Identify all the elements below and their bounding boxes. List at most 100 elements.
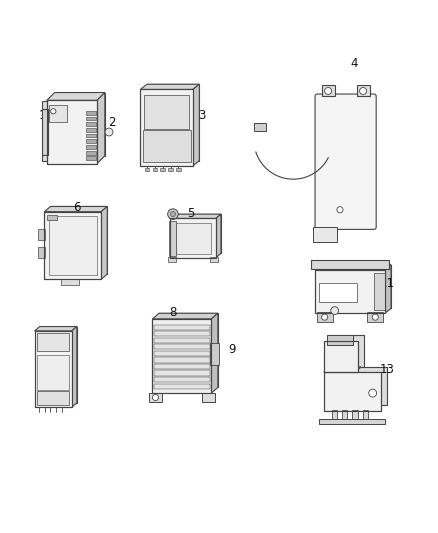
Bar <box>170 221 177 256</box>
Text: 2: 2 <box>108 116 116 129</box>
Bar <box>154 357 210 362</box>
Polygon shape <box>324 367 361 372</box>
Text: 3: 3 <box>198 109 205 123</box>
Circle shape <box>152 394 159 400</box>
Bar <box>170 219 216 258</box>
Bar <box>144 95 189 130</box>
Polygon shape <box>175 214 221 253</box>
Circle shape <box>51 109 56 114</box>
Text: 7: 7 <box>34 343 42 356</box>
Text: 1: 1 <box>39 109 46 123</box>
Bar <box>154 338 210 343</box>
Circle shape <box>321 314 328 320</box>
Bar <box>86 151 95 155</box>
Polygon shape <box>315 265 391 270</box>
Bar <box>44 212 101 279</box>
FancyBboxPatch shape <box>315 94 376 229</box>
Bar <box>313 227 337 243</box>
Circle shape <box>168 209 178 220</box>
Bar <box>86 122 95 126</box>
Bar <box>317 312 332 322</box>
Polygon shape <box>72 327 77 407</box>
Circle shape <box>105 128 113 136</box>
Bar <box>357 85 370 96</box>
Polygon shape <box>50 206 107 274</box>
Text: 8: 8 <box>170 306 177 319</box>
Bar <box>311 260 389 269</box>
Bar <box>154 344 210 350</box>
Bar <box>168 167 173 171</box>
Bar <box>202 393 215 402</box>
Bar <box>374 273 385 310</box>
Bar <box>42 109 48 155</box>
Bar <box>42 101 47 109</box>
Bar <box>38 247 45 258</box>
Bar <box>143 130 191 163</box>
Bar <box>154 370 210 376</box>
Text: 11: 11 <box>380 278 395 290</box>
Bar <box>141 90 193 166</box>
Bar <box>321 85 335 96</box>
Bar <box>176 167 180 171</box>
Bar <box>327 335 353 345</box>
Bar <box>86 128 95 132</box>
Circle shape <box>170 212 176 217</box>
Circle shape <box>325 87 332 94</box>
Bar <box>324 372 381 410</box>
Bar <box>86 134 95 138</box>
Bar <box>315 270 385 313</box>
Bar <box>170 219 216 258</box>
Bar <box>254 123 266 131</box>
Bar <box>319 419 385 424</box>
Bar <box>37 391 70 405</box>
Bar <box>211 343 219 365</box>
Bar <box>49 105 67 122</box>
Text: 6: 6 <box>73 201 81 214</box>
Bar <box>324 341 358 372</box>
Text: 9: 9 <box>228 343 236 356</box>
Bar <box>210 257 218 262</box>
Polygon shape <box>385 265 391 313</box>
Polygon shape <box>321 265 391 309</box>
Polygon shape <box>44 206 107 212</box>
Polygon shape <box>35 327 77 331</box>
Bar <box>152 167 157 171</box>
Bar <box>86 117 95 120</box>
Polygon shape <box>170 214 221 219</box>
Circle shape <box>337 207 343 213</box>
Bar <box>47 100 97 164</box>
Polygon shape <box>101 206 107 279</box>
Polygon shape <box>330 335 364 367</box>
Bar <box>35 331 72 407</box>
Bar <box>141 90 193 166</box>
Circle shape <box>360 87 367 94</box>
Polygon shape <box>212 313 218 393</box>
Polygon shape <box>216 214 221 258</box>
Bar <box>332 410 337 422</box>
Polygon shape <box>152 313 218 319</box>
Bar <box>154 325 210 330</box>
Bar <box>42 155 47 161</box>
Bar <box>86 139 95 143</box>
Text: 5: 5 <box>187 207 194 220</box>
Polygon shape <box>147 84 199 160</box>
Polygon shape <box>47 93 105 100</box>
Bar <box>86 145 95 149</box>
Bar <box>37 356 69 390</box>
Polygon shape <box>141 84 199 90</box>
Bar <box>38 229 45 240</box>
Bar <box>315 270 385 313</box>
Bar <box>86 156 95 160</box>
Polygon shape <box>193 84 199 166</box>
Bar <box>154 364 210 369</box>
Bar <box>154 351 210 356</box>
Bar <box>152 319 212 393</box>
Bar <box>149 393 162 402</box>
Text: 13: 13 <box>380 362 395 376</box>
Bar <box>46 215 57 221</box>
Bar <box>324 341 358 372</box>
Bar <box>160 167 165 171</box>
Text: 12: 12 <box>371 297 386 310</box>
Bar <box>324 372 381 410</box>
Bar <box>154 331 210 336</box>
